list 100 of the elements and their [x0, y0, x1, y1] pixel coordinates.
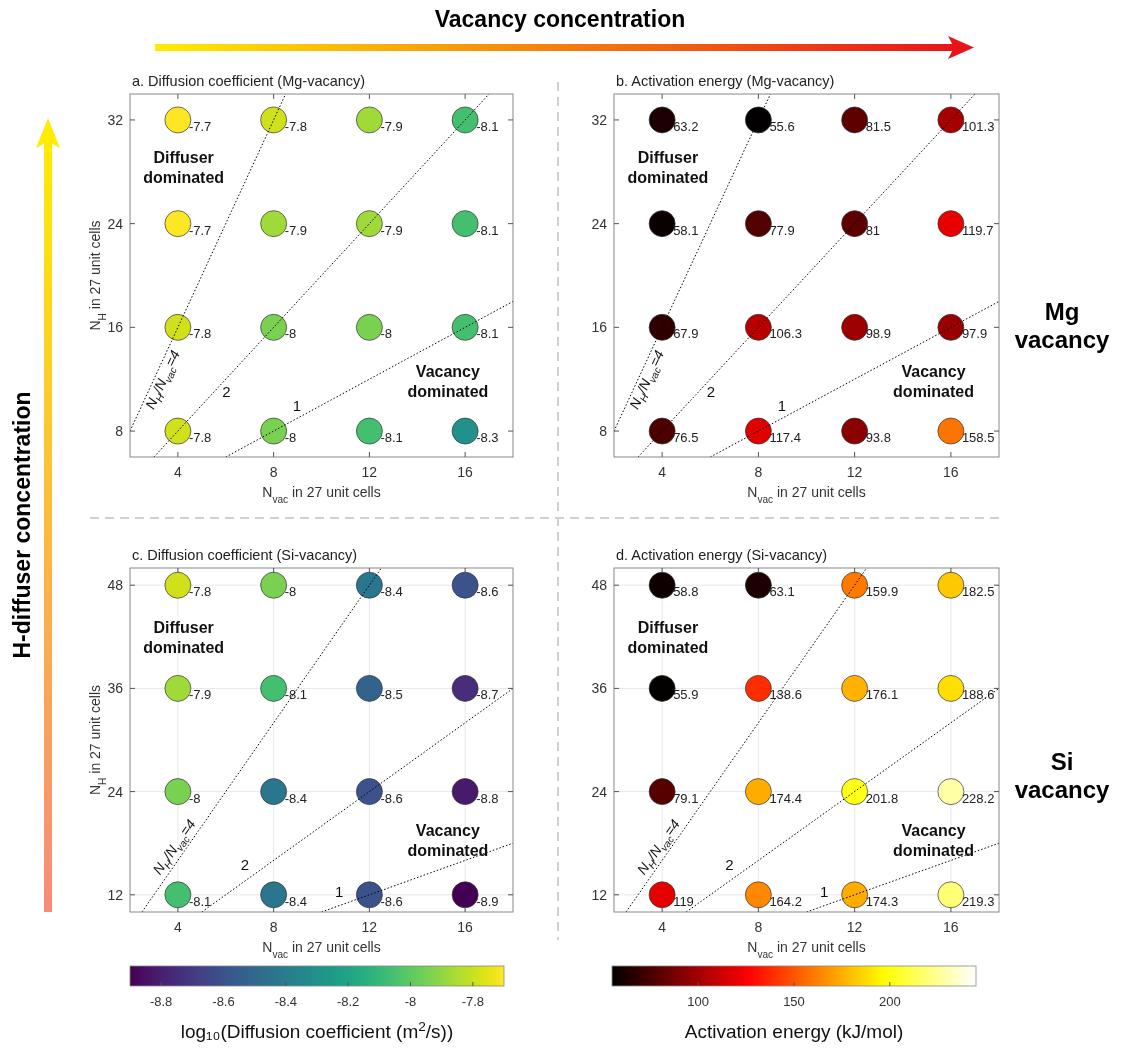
chart-title: d. Activation energy (Si-vacancy): [616, 547, 828, 563]
point: [356, 571, 383, 599]
text: H-diffuser concentration: [9, 391, 35, 659]
x-tick-label: 4: [658, 919, 667, 935]
x-tick-label: 4: [658, 464, 667, 480]
x-tick-label: 8: [754, 919, 763, 935]
annotation: -8.6: [380, 790, 403, 806]
point: [841, 314, 868, 341]
point: [841, 106, 868, 134]
annotation: -7.9: [380, 222, 403, 238]
x-axis-title: N$_{vac}$ in 27 unit cells: [747, 939, 866, 960]
annotation: 159.9: [865, 584, 899, 600]
color-bar-title: log₁₀(Diffusion coefficient (m$^{2}$/s)): [180, 1018, 454, 1042]
point: [648, 881, 676, 909]
annotation: 97.9: [961, 326, 988, 342]
annotation: 228.2: [961, 790, 995, 806]
point: [356, 314, 383, 341]
x-tick-label: 4: [173, 919, 182, 935]
annotation: Vacancy dominated: [893, 821, 974, 859]
y-tick-label: 48: [107, 577, 124, 594]
annotation: -8.7: [476, 687, 499, 703]
x-tick-label: 8: [269, 464, 278, 480]
annotation: -8.1: [476, 222, 499, 238]
annotation: 119.7: [961, 222, 994, 238]
annotation: Diffuser dominated: [143, 618, 225, 656]
color-bar-label: -8: [404, 994, 417, 1009]
annotation: 55.6: [769, 118, 795, 134]
x-tick-label: 12: [361, 464, 378, 480]
annotation: -8.1: [284, 687, 308, 703]
y-tick-label: 12: [107, 886, 124, 903]
point: [260, 675, 287, 702]
chart-title: a. Diffusion coefficient (Mg-vacancy): [132, 73, 366, 89]
x-tick-label: 8: [754, 464, 763, 480]
color-bar-label: -8.2: [336, 994, 360, 1009]
annotation: 106.3: [769, 326, 802, 342]
text: Vacancy concentration: [434, 6, 686, 32]
annotation: -7.8: [188, 430, 212, 446]
annotation: -8.1: [380, 430, 403, 446]
annotation: 98.9: [865, 326, 891, 342]
annotation: Diffuser dominated: [627, 148, 709, 186]
annotation: 81.5: [865, 118, 891, 134]
annotation: -7.7: [188, 222, 212, 238]
annotation: 138.6: [769, 687, 802, 703]
point: [841, 675, 868, 702]
annotation: 201.8: [865, 790, 899, 806]
annotation: 58.1: [673, 222, 699, 238]
color-bar-label: -8.6: [212, 994, 235, 1009]
annotation: -7.8: [188, 584, 212, 600]
point: [260, 314, 287, 341]
x-axis-title: N$_{vac}$ in 27 unit cells: [262, 939, 381, 960]
annotation: 63.2: [673, 118, 699, 134]
point: [937, 675, 965, 702]
point: [937, 417, 965, 445]
y-tick-label: 16: [107, 319, 124, 336]
point: [648, 106, 676, 134]
y-tick-label: 16: [591, 319, 608, 336]
point: [260, 571, 287, 599]
annotation: -7.9: [188, 687, 212, 703]
point: [648, 675, 676, 702]
annotation: Vacancy dominated: [407, 362, 489, 400]
annotation: 77.9: [769, 222, 795, 238]
annotation: -7.9: [284, 222, 308, 238]
annotation: 67.9: [673, 326, 699, 342]
text: Si vacancy: [1014, 748, 1111, 803]
point: [841, 571, 868, 599]
annotation: 158.5: [961, 430, 995, 446]
annotation: 174.3: [865, 893, 899, 909]
point: [745, 881, 772, 909]
annotation: -8.1: [476, 118, 499, 134]
point: [356, 210, 383, 237]
point: [356, 881, 383, 909]
color-bar-label: 200: [878, 994, 901, 1009]
annotation: 174.4: [769, 790, 802, 806]
annotation: 2: [706, 383, 716, 401]
annotation: Diffuser dominated: [627, 618, 709, 656]
x-tick-label: 16: [943, 464, 959, 480]
color-bar-label: 150: [783, 994, 805, 1009]
y-tick-label: 24: [107, 783, 124, 800]
y-tick-label: 36: [107, 680, 124, 697]
point: [745, 675, 772, 702]
y-tick-label: 32: [591, 111, 608, 128]
color-bar-label: -8.8: [149, 994, 173, 1009]
point: [356, 106, 383, 134]
color-bar-label: 100: [687, 994, 710, 1009]
annotation: 182.5: [961, 584, 995, 600]
annotation: -7.8: [284, 118, 308, 134]
annotation: -8.5: [380, 687, 403, 703]
point: [260, 417, 287, 445]
y-tick-label: 32: [107, 111, 124, 128]
annotation: -8.6: [476, 584, 499, 600]
point: [841, 417, 868, 445]
x-tick-label: 16: [457, 919, 474, 935]
annotation: 1: [292, 396, 302, 414]
annotation: 81: [865, 222, 881, 238]
x-tick-label: 16: [943, 919, 959, 935]
annotation: -8: [188, 790, 201, 806]
point: [937, 106, 965, 134]
point: [648, 778, 676, 805]
point: [648, 571, 676, 599]
annotation: -8.1: [188, 893, 212, 909]
